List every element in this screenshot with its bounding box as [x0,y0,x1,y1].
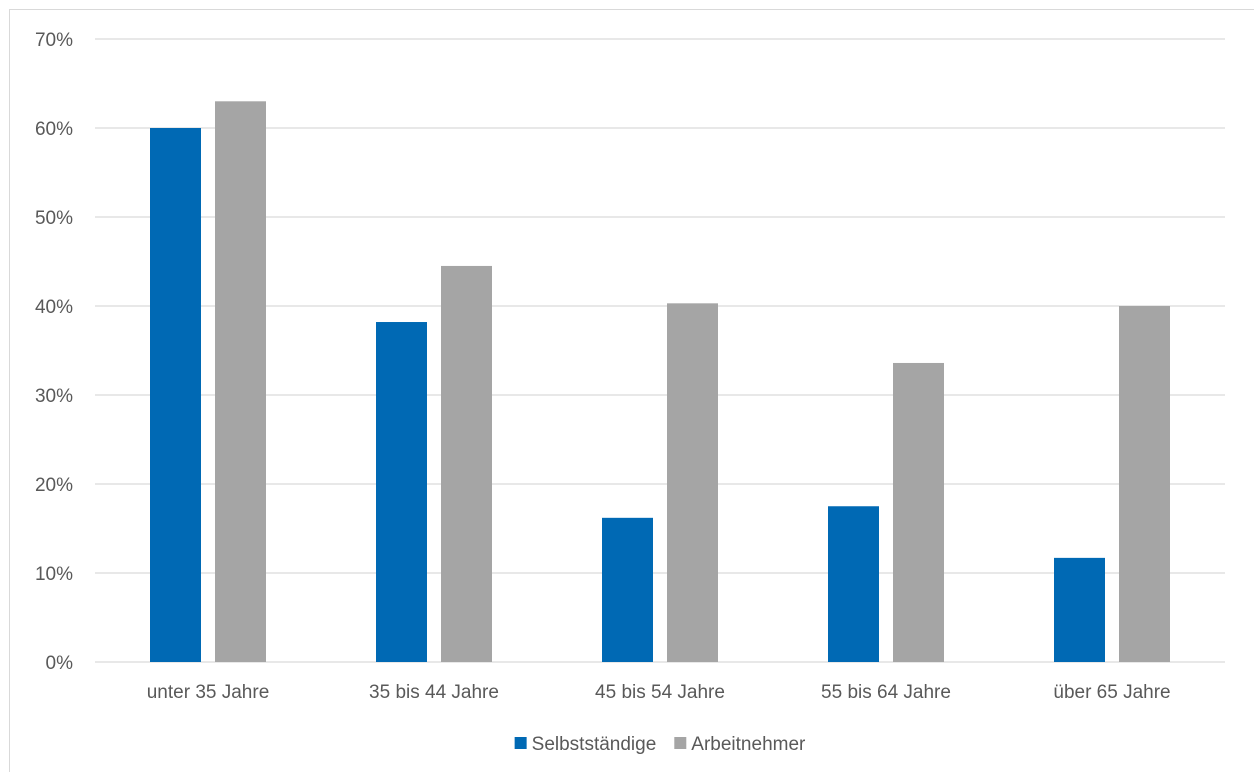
bar-arbeitnehmer [667,303,718,662]
y-tick-label: 10% [35,564,73,585]
x-tick-label: 45 bis 54 Jahre [595,682,725,703]
y-axis-tick-labels: 0% 10% 20% 30% 40% 50% 60% 70% [35,30,73,674]
legend-label: Selbstständige [532,734,657,755]
bar-arbeitnehmer [1119,306,1170,662]
legend-item: Selbstständige [514,734,657,755]
y-tick-label: 20% [35,475,73,496]
bars [150,101,1170,663]
legend: Selbstständige Arbeitnehmer [514,734,806,755]
y-tick-label: 70% [35,30,73,51]
bar-arbeitnehmer [441,265,492,662]
bar-selbstständige [828,506,879,662]
y-tick-label: 40% [35,297,73,318]
x-tick-label: 55 bis 64 Jahre [821,682,951,703]
y-tick-label: 0% [46,653,74,674]
bar-selbstständige [150,128,201,662]
bar-arbeitnehmer [215,101,266,663]
y-tick-label: 60% [35,119,73,140]
x-tick-label: unter 35 Jahre [147,682,270,703]
gridlines [95,38,1225,663]
x-tick-label: über 65 Jahre [1053,682,1170,703]
bar-selbstständige [1054,557,1105,662]
x-tick-label: 35 bis 44 Jahre [369,682,499,703]
y-tick-label: 30% [35,386,73,407]
legend-swatch [674,737,687,749]
y-tick-label: 50% [35,208,73,229]
legend-item: Arbeitnehmer [674,734,806,755]
bar-arbeitnehmer [893,362,944,662]
bar-selbstständige [376,322,427,662]
bar-selbstständige [602,517,653,662]
legend-label: Arbeitnehmer [691,734,806,755]
legend-swatch [514,737,527,749]
x-axis-tick-labels: unter 35 Jahre 35 bis 44 Jahre 45 bis 54 J… [147,682,1171,703]
